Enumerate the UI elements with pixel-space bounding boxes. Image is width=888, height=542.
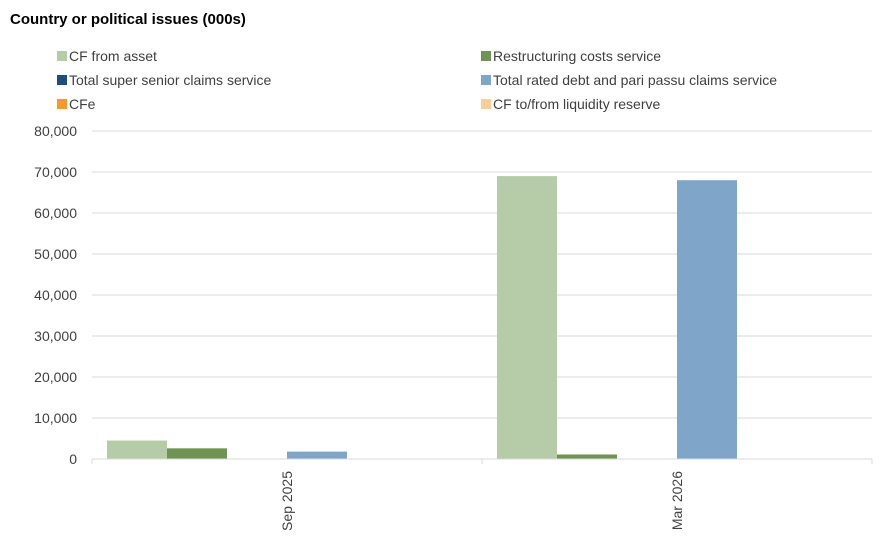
legend-label-total-rated-debt-and-pari-passu-claims-service: Total rated debt and pari passu claims s… <box>493 72 777 88</box>
legend-swatch-cfe <box>57 99 67 109</box>
legend-swatch-restructuring-costs-service <box>481 51 491 61</box>
bar-total-rated-debt-and-pari-passu-claims-service-mar-2026 <box>677 180 737 459</box>
bar-total-rated-debt-and-pari-passu-claims-service-sep-2025 <box>287 451 347 459</box>
legend-label-cfe: CFe <box>69 96 96 112</box>
legend-label-cf-to-from-liquidity-reserve: CF to/from liquidity reserve <box>493 96 660 112</box>
x-category-label-mar-2026: Mar 2026 <box>669 471 685 530</box>
y-tick-label: 20,000 <box>34 369 77 385</box>
y-tick-label: 40,000 <box>34 287 77 303</box>
bar-restructuring-costs-service-sep-2025 <box>167 448 227 459</box>
x-axis: Sep 2025 Mar 2026 <box>91 458 873 531</box>
legend-label-cf-from-asset: CF from asset <box>69 48 157 64</box>
x-category-label-sep-2025: Sep 2025 <box>279 471 295 531</box>
legend-label-total-super-senior-claims-service: Total super senior claims service <box>69 72 272 88</box>
y-tick-label: 50,000 <box>34 246 77 262</box>
y-tick-label: 10,000 <box>34 410 77 426</box>
legend-swatch-total-rated-debt-and-pari-passu-claims-service <box>481 75 491 85</box>
y-tick-label: 60,000 <box>34 205 77 221</box>
legend-swatch-cf-from-asset <box>57 51 67 61</box>
y-axis: 0 10,000 20,000 30,000 40,000 50,000 60,000 70,… <box>34 123 77 467</box>
legend: CF from asset Restructuring costs service… <box>57 48 777 112</box>
legend-swatch-cf-to-from-liquidity-reserve <box>481 99 491 109</box>
gridlines <box>92 130 872 419</box>
y-tick-label: 70,000 <box>34 164 77 180</box>
y-tick-label: 0 <box>69 451 77 467</box>
bars <box>107 176 737 459</box>
legend-swatch-total-super-senior-claims-service <box>57 75 67 85</box>
y-tick-label: 80,000 <box>34 123 77 139</box>
legend-label-restructuring-costs-service: Restructuring costs service <box>493 48 661 64</box>
bar-cf-from-asset-sep-2025 <box>107 440 167 459</box>
y-tick-label: 30,000 <box>34 328 77 344</box>
bar-cf-from-asset-mar-2026 <box>497 176 557 459</box>
bar-restructuring-costs-service-mar-2026 <box>557 454 617 459</box>
chart-title: Country or political issues (000s) <box>10 11 246 28</box>
